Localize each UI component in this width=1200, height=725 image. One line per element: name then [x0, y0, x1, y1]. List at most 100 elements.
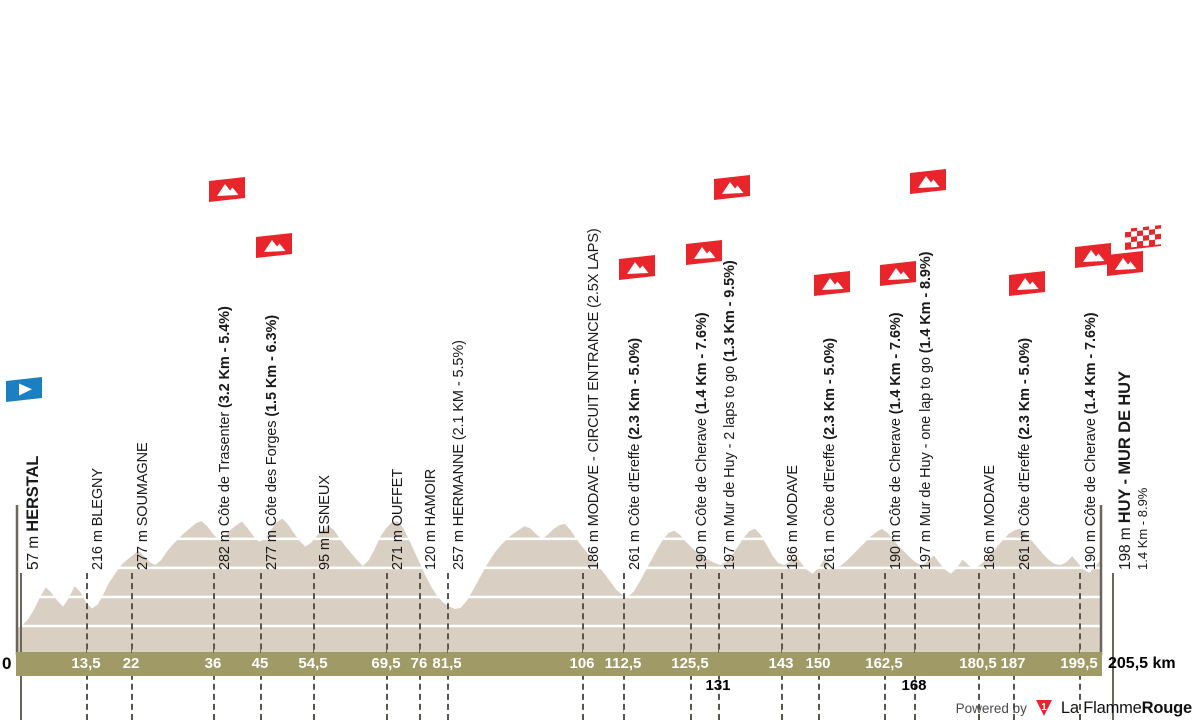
marker-label-ereffe-3: 261 m Côte d'Ereffe (2.3 Km - 5.0%): [1017, 338, 1033, 570]
marker-detail-mur-2laps: (1.3 Km - 9.5%): [722, 260, 738, 363]
marker-detail-forges: (1.5 Km - 6.3%): [264, 314, 280, 417]
brand-name: La FlammeRouge: [1061, 699, 1192, 718]
distance-label-22: 22: [122, 655, 140, 672]
leader-line-cherave-1: [690, 573, 692, 720]
marker-name-ereffe-1: 261 m Côte d'Ereffe: [627, 439, 643, 570]
mountain-icon: [619, 255, 655, 280]
distance-total-label: 205,5 km: [1108, 655, 1176, 672]
leader-line-ouffet: [386, 573, 388, 720]
leader-line-modave-2: [781, 573, 783, 720]
marker-label-ereffe-2: 261 m Côte d'Ereffe (2.3 Km - 5.0%): [822, 338, 838, 570]
marker-detail-cherave-1: (1.4 Km - 7.6%): [694, 312, 710, 415]
leader-line-cherave-2: [884, 573, 886, 720]
distance-tick-168: [914, 646, 915, 653]
marker-label-start: 57 m HERSTAL: [24, 455, 42, 570]
distance-tick-106: [582, 646, 583, 653]
marker-detail-ereffe-1: (2.3 Km - 5.0%): [627, 338, 643, 440]
distance-label-143: 143: [768, 655, 794, 672]
marker-name-cherave-3: 190 m Côte de Cherave: [1083, 414, 1099, 570]
mountain-icon: [686, 240, 722, 265]
marker-label-ereffe-1: 261 m Côte d'Ereffe (2.3 Km - 5.0%): [627, 338, 643, 570]
marker-name-mur-2laps: 197 m Mur de Huy - 2 laps to go: [722, 362, 738, 570]
leader-line-modave-3: [978, 573, 980, 720]
leader-line-modave-circuit: [582, 573, 584, 720]
distance-tick-1805: [978, 646, 979, 653]
marker-label-forges: 277 m Côte des Forges (1.5 Km - 6.3%): [264, 314, 280, 570]
marker-detail-cherave-2: (1.4 Km - 7.6%): [888, 312, 904, 415]
marker-label-cherave-2: 190 m Côte de Cherave (1.4 Km - 7.6%): [888, 312, 904, 570]
marker-detail-trasenter: (3.2 Km - 5.4%): [217, 306, 233, 408]
marker-label-modave-circuit: 186 m MODAVE - CIRCUIT ENTRANCE (2.5X LA…: [586, 228, 602, 570]
start-flag-icon: [6, 377, 42, 402]
leader-line-forges: [260, 573, 262, 720]
mountain-icon: [910, 169, 946, 194]
marker-label-ouffet: 271 m OUFFET: [390, 468, 406, 570]
distance-tick-150: [818, 646, 819, 653]
elevation-profile-svg: [15, 505, 1103, 655]
marker-elevation-start: 57 m: [25, 531, 42, 570]
mountain-icon: [1075, 243, 1111, 268]
leader-line-trasenter: [213, 573, 215, 720]
distance-zero-label: 0: [2, 654, 12, 673]
leader-line-esneux: [313, 573, 315, 720]
leader-line-ereffe-2: [818, 573, 820, 720]
distance-tick-135: [86, 646, 87, 653]
gridlines-overlay: [17, 537, 1101, 628]
distance-tick-815: [447, 646, 448, 653]
marker-sub-finish: 1.4 Km - 8.9%: [1135, 487, 1150, 570]
distance-label-1995: 199,5: [1060, 655, 1098, 672]
distance-label-545: 54,5: [298, 655, 328, 672]
distance-label-168: 168: [901, 677, 927, 694]
marker-detail-ereffe-3: (2.3 Km - 5.0%): [1017, 338, 1033, 440]
marker-detail-cherave-3: (1.4 Km - 7.6%): [1083, 312, 1099, 415]
distance-label-187: 187: [1000, 655, 1026, 672]
distance-axis-band: [16, 652, 1102, 676]
mountain-icon: [256, 233, 292, 258]
marker-label-soumagne: 277 m SOUMAGNE: [135, 442, 151, 570]
leader-line-ereffe-3: [1013, 573, 1015, 720]
powered-by-label: Powered by: [955, 700, 1027, 716]
distance-label-1255: 125,5: [671, 655, 709, 672]
marker-label-blegny: 216 m BLEGNY: [90, 468, 106, 570]
marker-name-ereffe-2: 261 m Côte d'Ereffe: [822, 439, 838, 570]
distance-label-815: 81,5: [432, 655, 462, 672]
elevation-profile-area: [15, 505, 1103, 655]
marker-name-cherave-1: 190 m Côte de Cherave: [694, 414, 710, 570]
leader-line-hermanne: [447, 573, 449, 720]
leader-line-mur-1lap: [914, 573, 916, 720]
distance-tick-36: [213, 646, 214, 653]
distance-label-131: 131: [705, 677, 731, 694]
marker-name-trasenter: 282 m Côte de Trasenter: [217, 407, 233, 570]
distance-label-76: 76: [410, 655, 428, 672]
mountain-icon: [209, 177, 245, 202]
distance-tick-76: [419, 646, 420, 653]
distance-tick-695: [386, 646, 387, 653]
leader-line-mur-2laps: [718, 573, 720, 720]
marker-name-cherave-2: 190 m Côte de Cherave: [888, 414, 904, 570]
leader-line-cherave-3: [1079, 573, 1081, 720]
distance-label-695: 69,5: [371, 655, 401, 672]
distance-label-135: 13,5: [71, 655, 101, 672]
marker-label-cherave-1: 190 m Côte de Cherave (1.4 Km - 7.6%): [694, 312, 710, 570]
marker-label-modave-2: 186 m MODAVE: [785, 465, 801, 570]
distance-label-36: 36: [204, 655, 222, 672]
marker-label-finish: 198 m HUY - MUR DE HUY: [1116, 371, 1134, 570]
distance-tick-187: [1013, 646, 1014, 653]
marker-detail-mur-1lap: (1.4 Km - 8.9%): [918, 251, 934, 354]
marker-label-hamoir: 120 m HAMOIR: [423, 468, 439, 570]
distance-tick-45: [260, 646, 261, 653]
marker-label-mur-2laps: 197 m Mur de Huy - 2 laps to go (1.3 Km …: [722, 260, 738, 570]
leader-line-hamoir: [419, 573, 421, 720]
leader-line-finish: [1112, 573, 1114, 720]
distance-tick-1125: [623, 646, 624, 653]
distance-label-1125: 112,5: [604, 655, 642, 672]
marker-name-forges: 277 m Côte des Forges: [264, 416, 280, 570]
logo-digit: 1: [1041, 702, 1047, 713]
mountain-icon: [714, 175, 750, 200]
mountain-icon: [880, 261, 916, 286]
marker-place-start: HERSTAL: [24, 455, 42, 532]
distance-label-150: 150: [805, 655, 831, 672]
mountain-icon: [1009, 271, 1045, 296]
marker-label-mur-1lap: 197 m Mur de Huy - one lap to go (1.4 Km…: [918, 251, 934, 570]
